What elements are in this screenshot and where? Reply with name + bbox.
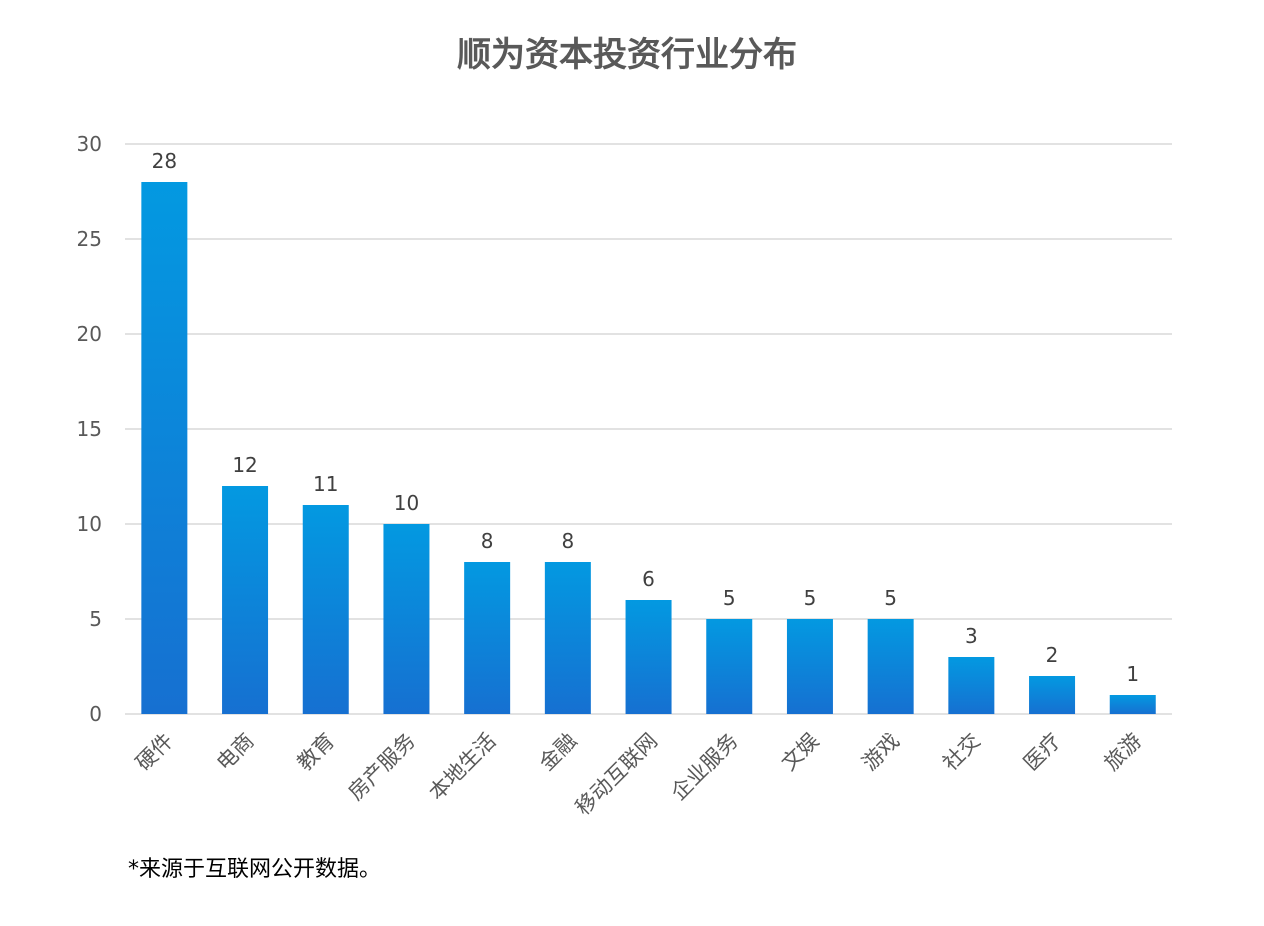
bar-2 xyxy=(222,486,269,714)
data-label-5: 8 xyxy=(481,529,494,553)
data-label-8: 5 xyxy=(723,586,736,610)
bars xyxy=(141,182,1156,714)
data-label-9: 5 xyxy=(804,586,817,610)
category-label-13: 旅游 xyxy=(1100,729,1147,776)
bar-9 xyxy=(786,619,833,714)
category-label-1: 硬件 xyxy=(131,729,178,776)
y-tick-label: 20 xyxy=(77,322,102,346)
data-label-10: 5 xyxy=(884,586,897,610)
y-tick-label: 30 xyxy=(77,132,102,156)
bar-1 xyxy=(141,182,188,714)
category-label-7: 移动互联网 xyxy=(571,729,662,820)
bar-12 xyxy=(1029,676,1076,714)
data-label-3: 11 xyxy=(313,472,338,496)
data-label-12: 2 xyxy=(1046,643,1059,667)
footnote: *来源于互联网公开数据。 xyxy=(128,857,381,882)
category-label-9: 文娱 xyxy=(777,729,824,776)
data-label-6: 8 xyxy=(561,529,574,553)
category-label-10: 游戏 xyxy=(858,729,905,776)
bar-6 xyxy=(544,562,591,714)
bar-3 xyxy=(302,505,349,714)
category-label-12: 医疗 xyxy=(1019,729,1066,776)
data-label-4: 10 xyxy=(394,491,419,515)
y-tick-label: 5 xyxy=(89,607,102,631)
data-label-13: 1 xyxy=(1126,662,1139,686)
data-label-2: 12 xyxy=(232,453,257,477)
bar-5 xyxy=(464,562,511,714)
data-labels: 28 12 11 10 8 8 6 5 5 5 3 2 1 xyxy=(152,149,1139,686)
data-label-7: 6 xyxy=(642,567,655,591)
chart-title: 顺为资本投资行业分布 xyxy=(457,35,797,75)
gridlines xyxy=(125,143,1172,715)
bar-11 xyxy=(948,657,995,714)
data-label-1: 28 xyxy=(152,149,177,173)
y-axis-ticks: 0 5 10 15 20 25 30 xyxy=(77,132,102,726)
bar-13 xyxy=(1109,695,1156,714)
y-tick-label: 25 xyxy=(77,227,102,251)
y-tick-label: 10 xyxy=(77,512,102,536)
category-label-6: 金融 xyxy=(535,729,582,776)
y-tick-label: 15 xyxy=(77,417,102,441)
bar-4 xyxy=(383,524,430,714)
bar-7 xyxy=(625,600,672,714)
y-tick-label: 0 xyxy=(89,702,102,726)
category-label-5: 本地生活 xyxy=(424,729,500,805)
category-label-4: 房产服务 xyxy=(344,729,420,805)
bar-8 xyxy=(706,619,753,714)
data-label-11: 3 xyxy=(965,624,978,648)
category-label-3: 教育 xyxy=(293,729,340,776)
category-label-11: 社交 xyxy=(938,729,985,776)
category-label-2: 电商 xyxy=(212,729,259,776)
bar-10 xyxy=(867,619,914,714)
category-label-8: 企业服务 xyxy=(666,729,742,805)
